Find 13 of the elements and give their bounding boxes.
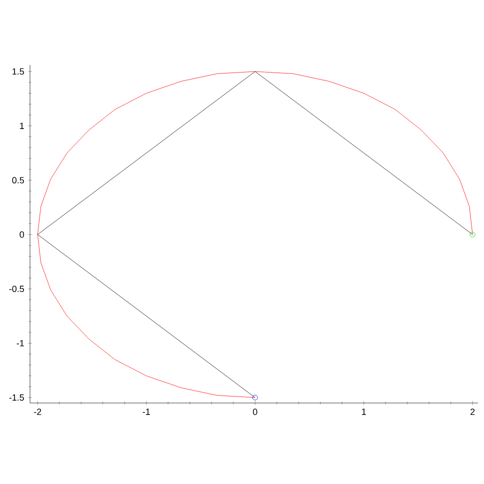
x-tick-label: 0: [252, 408, 258, 415]
y-tick-label: 1: [20, 122, 24, 129]
x-tick-label: -2: [34, 408, 42, 415]
y-tick-label: -0.5: [9, 286, 24, 292]
line-series: [37, 71, 473, 398]
y-tick-label: 0.5: [12, 177, 24, 184]
y-tick-label: -1.5: [9, 394, 24, 401]
x-tick-label: -1: [142, 408, 150, 415]
y-tick-label: 0: [20, 231, 24, 238]
x-tick-label: 1: [362, 408, 366, 415]
y-tick-label: 1.5: [12, 68, 24, 75]
x-tick-label: 2: [470, 408, 475, 415]
y-tick-label: -1: [16, 340, 24, 346]
